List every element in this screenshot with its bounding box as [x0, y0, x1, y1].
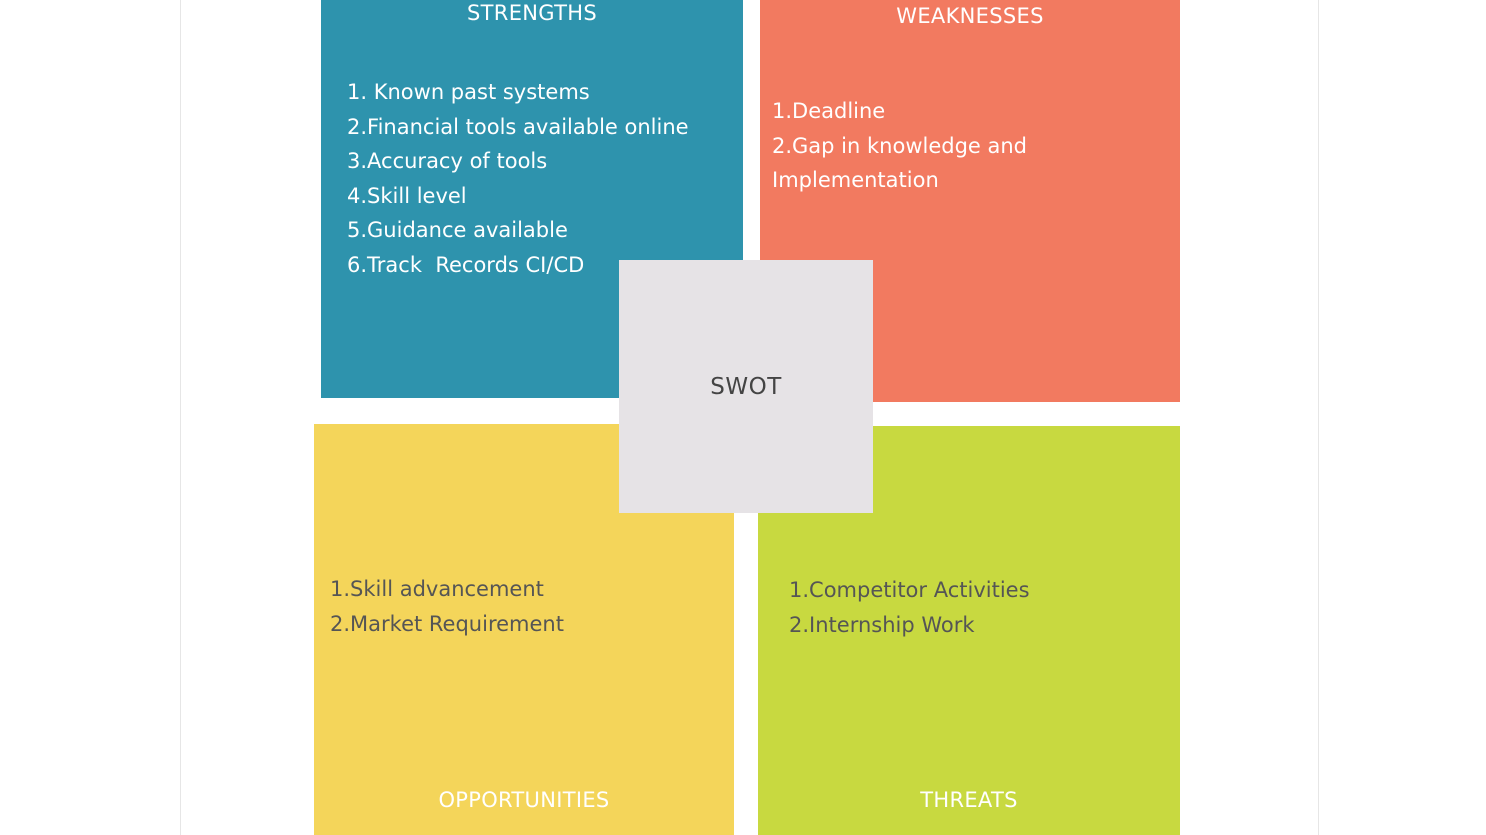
opportunity-item: 1.Skill advancement — [330, 577, 544, 601]
swot-center-label: SWOT — [710, 373, 782, 400]
threat-item: 1.Competitor Activities — [789, 578, 1030, 602]
threats-list: 1.Competitor Activities 2.Internship Wor… — [789, 573, 1030, 642]
strength-item: 1. Known past systems — [347, 80, 590, 104]
threats-title: THREATS — [920, 788, 1018, 812]
strength-item: 4.Skill level — [347, 183, 467, 208]
weaknesses-title: WEAKNESSES — [896, 4, 1044, 28]
strength-item: 2.Financial tools available online — [347, 114, 689, 139]
opportunities-title: OPPORTUNITIES — [438, 788, 610, 812]
opportunities-list: 1.Skill advancement 2.Market Requirement — [330, 572, 564, 641]
weakness-item: 2.Gap in knowledge and Implementation — [772, 133, 1028, 193]
strengths-list: 1. Known past systems 2.Financial tools … — [347, 75, 689, 282]
strength-item: 3.Accuracy of tools — [347, 149, 548, 173]
weakness-item: 1.Deadline — [772, 99, 886, 123]
swot-center-box: SWOT — [619, 260, 873, 513]
opportunity-item: 2.Market Requirement — [330, 611, 564, 636]
strengths-quadrant: STRENGTHS 1. Known past systems 2.Financ… — [321, 0, 743, 398]
threat-item: 2.Internship Work — [789, 612, 975, 637]
strength-item: 5.Guidance available — [347, 218, 568, 242]
weaknesses-list: 1.Deadline 2.Gap in knowledge and Implem… — [772, 94, 1092, 198]
strength-item: 6.Track Records CI/CD — [347, 252, 585, 277]
strengths-title: STRENGTHS — [467, 1, 597, 25]
